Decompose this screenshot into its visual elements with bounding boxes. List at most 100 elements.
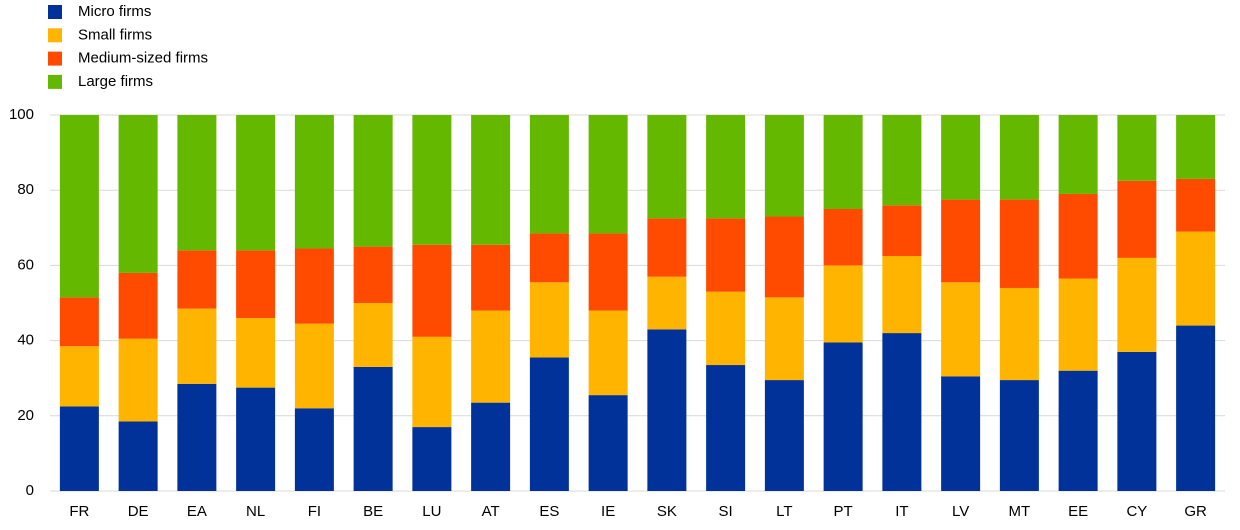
bar-segment xyxy=(294,408,334,491)
legend-label: Medium-sized firms xyxy=(78,50,208,67)
bar-segment xyxy=(647,329,687,491)
bar-segment xyxy=(412,427,452,491)
bar-segment xyxy=(471,402,511,491)
bar-segment xyxy=(236,387,276,491)
x-tick-label: EE xyxy=(1068,503,1088,520)
x-tick-label: MT xyxy=(1009,503,1031,520)
x-tick-label: SI xyxy=(719,503,733,520)
legend-swatch xyxy=(48,51,62,66)
bar-segment xyxy=(118,421,158,491)
bar-segment xyxy=(177,383,217,491)
y-tick-label: 0 xyxy=(26,482,34,499)
legend-label: Micro firms xyxy=(78,3,151,20)
bar-segment xyxy=(59,406,99,491)
bar-segment xyxy=(999,380,1039,491)
x-tick-label: LT xyxy=(776,503,792,520)
bar-segment xyxy=(588,115,628,234)
bar-segment xyxy=(882,115,922,206)
bar-segment xyxy=(294,115,334,249)
bar-segment xyxy=(118,272,158,339)
bar-segment xyxy=(177,250,217,309)
bar-segment xyxy=(823,209,863,266)
bar-segment xyxy=(823,115,863,209)
bar-segment xyxy=(941,115,981,200)
bar-segment xyxy=(236,250,276,319)
bar-segment xyxy=(1176,115,1216,179)
bar-segment xyxy=(529,233,569,283)
bar-segment xyxy=(706,291,746,366)
x-tick-label: SK xyxy=(657,503,677,520)
bar-segment xyxy=(353,303,393,367)
x-tick-label: GR xyxy=(1184,503,1207,520)
bar-segment xyxy=(999,287,1039,381)
bar-segment xyxy=(647,115,687,219)
bar-segment xyxy=(59,346,99,407)
bar-segment xyxy=(1058,278,1098,371)
bar-segment xyxy=(1117,115,1157,181)
bar-segment xyxy=(529,115,569,234)
bar-segment xyxy=(941,376,981,491)
bar-segment xyxy=(471,115,511,245)
bar-segment xyxy=(294,248,334,324)
x-tick-label: FR xyxy=(69,503,89,520)
y-tick-label: 20 xyxy=(17,407,34,424)
x-tick-label: CY xyxy=(1126,503,1147,520)
bar-segment xyxy=(706,218,746,292)
bar-segment xyxy=(353,246,393,303)
bar-segment xyxy=(412,336,452,428)
x-tick-label: FI xyxy=(308,503,321,520)
bar-segment xyxy=(999,199,1039,288)
bar-segment xyxy=(1117,180,1157,258)
bar-segment xyxy=(471,310,511,403)
legend-swatch xyxy=(48,5,62,19)
bar-segment xyxy=(59,115,99,298)
bar-segment xyxy=(118,115,158,273)
bar-segment xyxy=(177,115,217,251)
bar-segment xyxy=(882,333,922,491)
bar-segment xyxy=(823,265,863,343)
bar-segment xyxy=(764,297,804,381)
bar-segment xyxy=(588,310,628,396)
bar-segment xyxy=(529,357,569,491)
bar-segment xyxy=(529,282,569,358)
bar-segment xyxy=(1117,257,1157,352)
x-tick-label: NL xyxy=(246,503,265,520)
bar-segment xyxy=(412,115,452,245)
x-tick-label: DE xyxy=(128,503,149,520)
bar-segment xyxy=(588,395,628,491)
bar-segment xyxy=(177,308,217,384)
legend-label: Large firms xyxy=(78,73,153,90)
bar-segment xyxy=(236,115,276,251)
bar-segment xyxy=(118,338,158,422)
bar-segment xyxy=(706,365,746,491)
bar-segment xyxy=(294,323,334,409)
legend-label: Small firms xyxy=(78,26,152,43)
bar-segment xyxy=(1176,325,1216,491)
bar-segment xyxy=(647,218,687,277)
bar-segment xyxy=(647,276,687,330)
bar-segment xyxy=(236,318,276,388)
bar-segment xyxy=(706,115,746,219)
bar-segment xyxy=(1176,231,1216,326)
x-tick-label: AT xyxy=(482,503,500,520)
bar-segment xyxy=(1058,193,1098,279)
legend-swatch xyxy=(48,74,62,89)
bar-segment xyxy=(1058,115,1098,194)
x-tick-label: PT xyxy=(834,503,853,520)
x-tick-label: IE xyxy=(601,503,615,520)
bar-segment xyxy=(588,233,628,311)
y-tick-label: 100 xyxy=(9,106,34,123)
bar-segment xyxy=(353,115,393,247)
x-tick-label: EA xyxy=(187,503,207,520)
x-tick-label: ES xyxy=(539,503,559,520)
bar-segment xyxy=(1117,351,1157,491)
y-tick-label: 80 xyxy=(17,181,34,198)
bar-segment xyxy=(882,205,922,256)
bar-segment xyxy=(882,256,922,334)
x-tick-label: LU xyxy=(422,503,441,520)
bar-segment xyxy=(353,366,393,491)
bar-segment xyxy=(941,199,981,283)
bar-segment xyxy=(471,244,511,311)
x-tick-label: LV xyxy=(952,503,969,520)
bar-segment xyxy=(412,244,452,337)
